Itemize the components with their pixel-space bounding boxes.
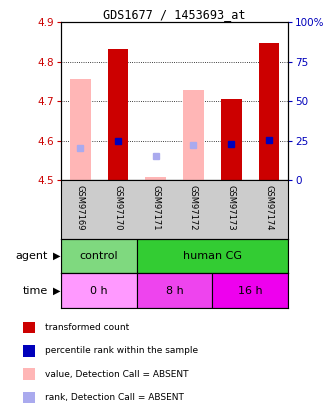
Text: GSM97169: GSM97169 [75,185,85,230]
Text: 0 h: 0 h [90,286,108,296]
Bar [70,79,90,180]
Text: ▶: ▶ [53,251,61,261]
Text: GSM97172: GSM97172 [189,185,198,230]
Text: GSM97171: GSM97171 [151,185,160,230]
Text: 8 h: 8 h [166,286,183,296]
Bar [213,273,288,308]
Bar [221,99,242,180]
Text: ▶: ▶ [53,286,61,296]
Title: GDS1677 / 1453693_at: GDS1677 / 1453693_at [103,8,246,21]
Bar [61,273,137,308]
Text: transformed count: transformed count [45,323,129,332]
Text: GSM97170: GSM97170 [114,185,122,230]
Bar [183,90,204,180]
Text: control: control [80,251,118,261]
Text: time: time [23,286,48,296]
Bar [137,273,213,308]
Text: 16 h: 16 h [238,286,262,296]
Text: GSM97174: GSM97174 [264,185,274,230]
Bar [137,239,288,273]
Text: rank, Detection Call = ABSENT: rank, Detection Call = ABSENT [45,393,184,402]
Bar [259,43,279,180]
Bar [61,239,137,273]
Text: human CG: human CG [183,251,242,261]
Text: GSM97173: GSM97173 [227,185,236,230]
Text: agent: agent [16,251,48,261]
Bar [108,49,128,180]
Bar [145,177,166,180]
Text: percentile rank within the sample: percentile rank within the sample [45,346,198,355]
Text: value, Detection Call = ABSENT: value, Detection Call = ABSENT [45,370,188,379]
